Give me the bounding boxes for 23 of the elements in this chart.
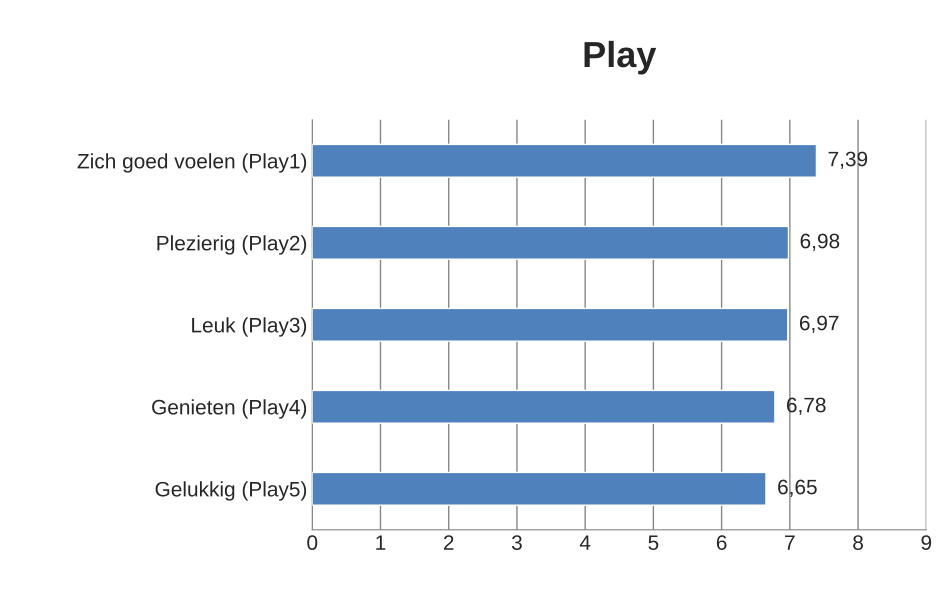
y-tick-label: Zich goed voelen (Play1) <box>78 153 306 173</box>
x-tick-label: 2 <box>444 535 454 550</box>
y-tick-label: Leuk (Play3) <box>192 317 306 337</box>
y-tick-label: Plezierig (Play2) <box>157 235 306 255</box>
bar <box>312 226 790 260</box>
x-tick-label: 5 <box>648 535 658 550</box>
x-tick-label: 8 <box>853 535 863 550</box>
x-tick-label: 7 <box>785 535 795 550</box>
bar <box>312 144 818 178</box>
x-tick-label: 9 <box>921 535 932 550</box>
bar <box>312 308 788 342</box>
x-tick-label: 6 <box>716 535 726 550</box>
data-label: 6,98 <box>800 234 840 251</box>
x-tick-label: 0 <box>307 535 318 550</box>
bar <box>312 390 776 424</box>
bar <box>312 472 767 506</box>
x-tick-label: 3 <box>512 535 522 550</box>
chart-title: Play <box>584 40 656 74</box>
x-tick-label: 1 <box>376 535 386 550</box>
data-label: 6,97 <box>800 316 838 333</box>
x-tick-label: 4 <box>580 535 590 550</box>
y-tick-label: Gelukkig (Play5) <box>156 481 306 501</box>
y-tick-label: Genieten (Play4) <box>152 399 306 419</box>
